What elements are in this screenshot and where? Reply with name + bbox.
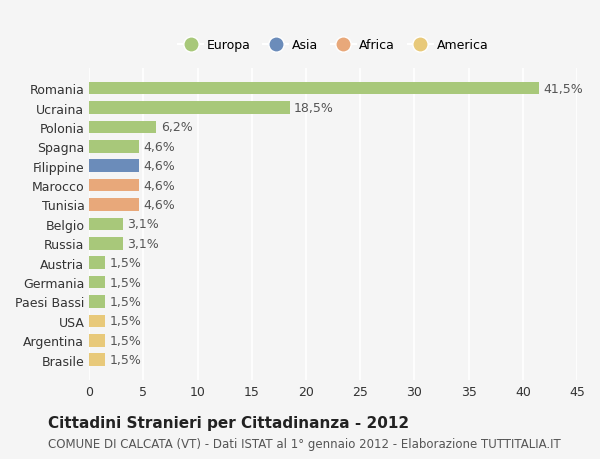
- Text: 1,5%: 1,5%: [110, 276, 142, 289]
- Text: 1,5%: 1,5%: [110, 295, 142, 308]
- Text: 4,6%: 4,6%: [143, 140, 175, 153]
- Text: Cittadini Stranieri per Cittadinanza - 2012: Cittadini Stranieri per Cittadinanza - 2…: [48, 415, 409, 430]
- Bar: [89, 353, 106, 366]
- Legend: Europa, Asia, Africa, America: Europa, Asia, Africa, America: [173, 34, 493, 57]
- Text: 3,1%: 3,1%: [127, 237, 159, 250]
- Bar: [89, 199, 139, 211]
- Text: 1,5%: 1,5%: [110, 257, 142, 269]
- Text: 6,2%: 6,2%: [161, 121, 193, 134]
- Bar: [89, 160, 139, 173]
- Bar: [89, 83, 539, 95]
- Bar: [89, 121, 157, 134]
- Text: 4,6%: 4,6%: [143, 199, 175, 212]
- Bar: [89, 102, 290, 115]
- Bar: [89, 237, 123, 250]
- Text: 4,6%: 4,6%: [143, 179, 175, 192]
- Bar: [89, 218, 123, 231]
- Bar: [89, 315, 106, 327]
- Bar: [89, 276, 106, 289]
- Text: 1,5%: 1,5%: [110, 315, 142, 328]
- Bar: [89, 140, 139, 153]
- Bar: [89, 334, 106, 347]
- Bar: [89, 296, 106, 308]
- Text: COMUNE DI CALCATA (VT) - Dati ISTAT al 1° gennaio 2012 - Elaborazione TUTTITALIA: COMUNE DI CALCATA (VT) - Dati ISTAT al 1…: [48, 437, 561, 451]
- Text: 1,5%: 1,5%: [110, 334, 142, 347]
- Text: 41,5%: 41,5%: [544, 83, 583, 95]
- Text: 3,1%: 3,1%: [127, 218, 159, 231]
- Text: 18,5%: 18,5%: [294, 102, 334, 115]
- Bar: [89, 179, 139, 192]
- Text: 1,5%: 1,5%: [110, 353, 142, 366]
- Text: 4,6%: 4,6%: [143, 160, 175, 173]
- Bar: [89, 257, 106, 269]
